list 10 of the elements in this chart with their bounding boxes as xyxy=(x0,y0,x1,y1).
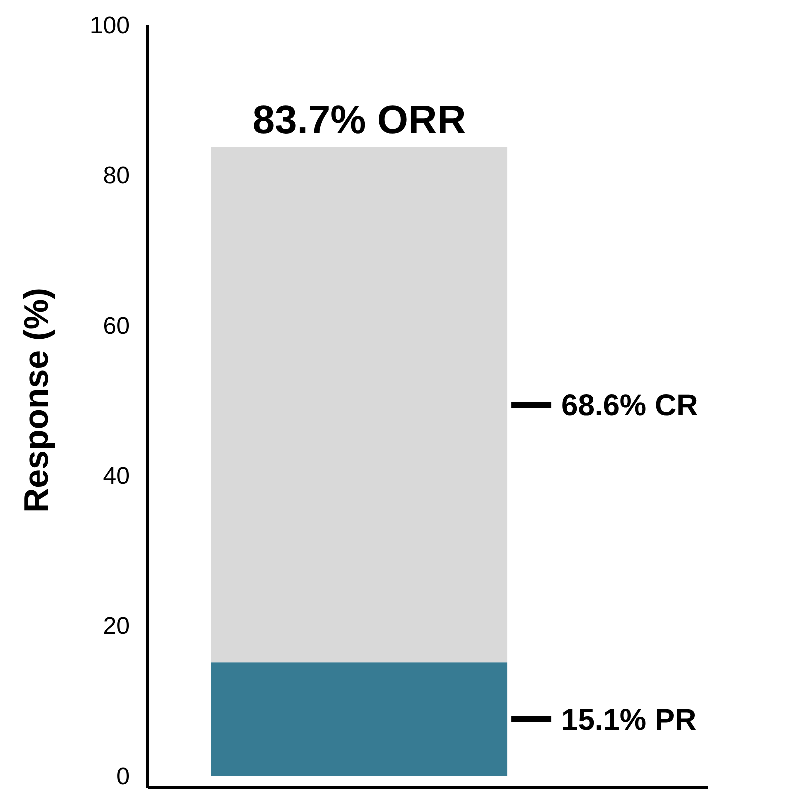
y-tick-label: 80 xyxy=(103,162,130,190)
y-tick-label: 100 xyxy=(90,12,130,40)
y-tick-label: 0 xyxy=(116,763,130,790)
y-tick-label: 60 xyxy=(103,312,130,340)
total-label: 83.7% ORR xyxy=(252,98,466,142)
data-label: 15.1% PR xyxy=(562,704,697,737)
y-axis-title: Response (%) xyxy=(18,288,56,513)
y-tick-label: 40 xyxy=(103,463,130,490)
y-tick-label: 20 xyxy=(103,613,130,640)
data-label: 68.6% CR xyxy=(562,390,699,423)
